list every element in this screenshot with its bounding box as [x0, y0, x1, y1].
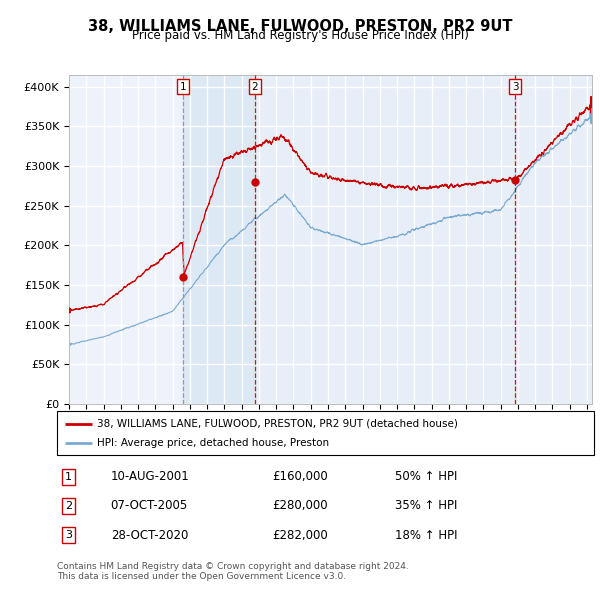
Text: Contains HM Land Registry data © Crown copyright and database right 2024.: Contains HM Land Registry data © Crown c…: [57, 562, 409, 571]
Bar: [183, 75, 255, 404]
Text: This data is licensed under the Open Government Licence v3.0.: This data is licensed under the Open Gov…: [57, 572, 346, 581]
Text: 10-AUG-2001: 10-AUG-2001: [111, 470, 190, 483]
FancyBboxPatch shape: [57, 411, 594, 455]
Text: £160,000: £160,000: [272, 470, 328, 483]
Text: 3: 3: [512, 82, 518, 92]
Text: 1: 1: [65, 471, 73, 481]
Bar: [515, 75, 592, 404]
Text: 50% ↑ HPI: 50% ↑ HPI: [395, 470, 458, 483]
Text: Price paid vs. HM Land Registry's House Price Index (HPI): Price paid vs. HM Land Registry's House …: [131, 30, 469, 42]
Text: 2: 2: [251, 82, 258, 92]
Text: 35% ↑ HPI: 35% ↑ HPI: [395, 499, 458, 513]
Bar: [255, 75, 515, 404]
Text: 3: 3: [65, 530, 73, 540]
Text: 1: 1: [180, 82, 187, 92]
Text: £280,000: £280,000: [272, 499, 328, 513]
Text: £282,000: £282,000: [272, 529, 328, 542]
Text: 28-OCT-2020: 28-OCT-2020: [111, 529, 188, 542]
Text: 2: 2: [65, 501, 73, 511]
Text: HPI: Average price, detached house, Preston: HPI: Average price, detached house, Pres…: [97, 438, 329, 448]
Text: 38, WILLIAMS LANE, FULWOOD, PRESTON, PR2 9UT (detached house): 38, WILLIAMS LANE, FULWOOD, PRESTON, PR2…: [97, 419, 458, 428]
Text: 07-OCT-2005: 07-OCT-2005: [111, 499, 188, 513]
Text: 38, WILLIAMS LANE, FULWOOD, PRESTON, PR2 9UT: 38, WILLIAMS LANE, FULWOOD, PRESTON, PR2…: [88, 19, 512, 34]
Text: 18% ↑ HPI: 18% ↑ HPI: [395, 529, 458, 542]
